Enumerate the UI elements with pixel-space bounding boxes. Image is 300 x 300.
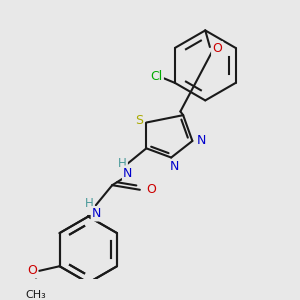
Text: S: S [135,114,143,127]
Text: O: O [212,42,222,55]
Text: O: O [27,264,37,277]
Text: N: N [197,134,206,148]
Text: H: H [85,197,94,210]
Text: N: N [123,167,133,180]
Text: CH₃: CH₃ [25,290,46,300]
Text: N: N [92,207,101,220]
Text: O: O [146,183,156,196]
Text: N: N [169,160,178,173]
Text: Cl: Cl [150,70,163,83]
Text: H: H [118,157,127,169]
